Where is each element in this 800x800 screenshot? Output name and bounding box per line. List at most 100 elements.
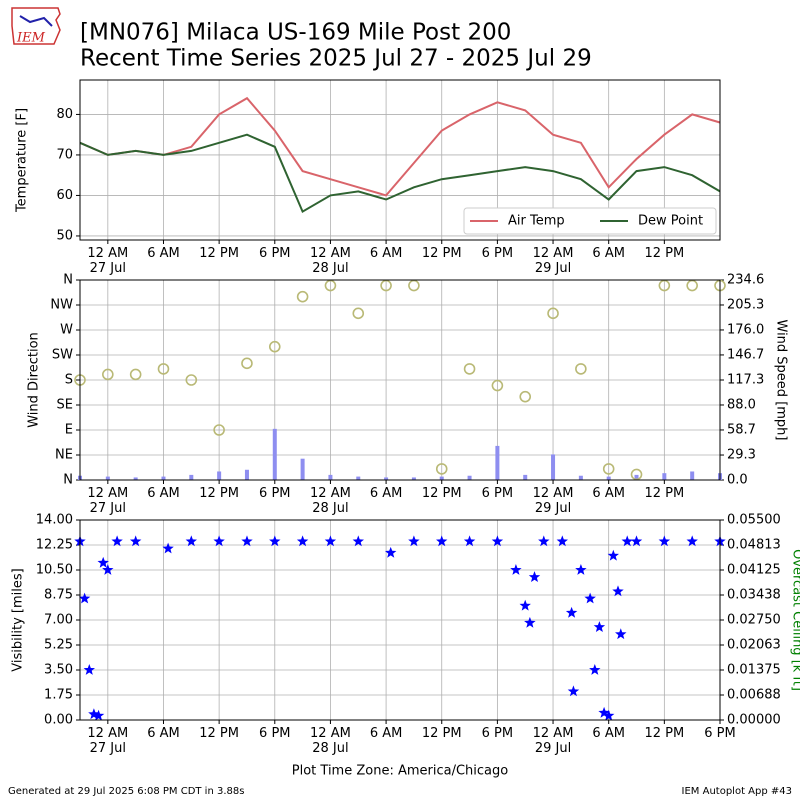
point <box>463 363 476 375</box>
bar <box>384 477 389 480</box>
point <box>575 564 587 575</box>
point <box>519 599 531 611</box>
bar <box>634 474 639 480</box>
point <box>593 621 606 632</box>
point <box>111 535 123 547</box>
x-tick-label: 12 AM 28 Jul <box>310 246 351 276</box>
legend-box <box>463 207 717 235</box>
y2-tick-label: 0.03438 <box>727 588 781 603</box>
y-tick-label: W <box>60 323 73 338</box>
x-tick-label: 12 PM <box>421 246 462 261</box>
panel: N NE E SE S SW W NW N 0.0 29.3 58.7 88.0 117.3 146.7 17… <box>27 273 789 488</box>
subtitle: Recent Time Series 2025 Jul 27 - 2025 Ju… <box>80 46 592 72</box>
point <box>621 535 633 547</box>
series <box>74 279 726 481</box>
point <box>547 307 559 320</box>
point <box>296 290 309 303</box>
point <box>88 708 100 720</box>
y-tick-label: 60 <box>56 188 73 203</box>
point <box>589 664 601 675</box>
bar <box>551 454 556 480</box>
bar <box>578 475 583 480</box>
x-tick-label: 12 PM <box>199 246 239 261</box>
x-axis-label: Plot Time Zone: America/Chicago <box>292 764 508 779</box>
x-tick-label: 6 AM <box>369 246 403 261</box>
point <box>658 535 671 547</box>
point <box>436 535 448 547</box>
bar <box>133 477 138 480</box>
y-tick-label: SE <box>57 398 73 413</box>
x-tick-label: 12 AM 28 Jul <box>310 726 351 756</box>
logo-line <box>19 15 53 27</box>
x-tick-label: 6 PM <box>259 246 291 261</box>
point <box>408 535 420 547</box>
point <box>97 556 109 568</box>
bar <box>495 445 500 480</box>
legend: Air Temp Dew Point <box>463 207 717 235</box>
bar <box>161 476 166 480</box>
logo-shape <box>11 7 61 45</box>
panel: 50 60 70 80 Temperature [F] Air Temp Dew Point <box>15 79 721 244</box>
y2-tick-label: 0.00688 <box>727 688 781 703</box>
x-tick-label: 12 AM 29 Jul <box>532 246 574 276</box>
x-tick-label: 6 PM <box>259 486 291 501</box>
point <box>686 279 698 292</box>
point <box>510 564 522 575</box>
y2-tick-label: 146.7 <box>727 347 764 362</box>
point <box>528 571 541 582</box>
point <box>584 592 596 604</box>
point <box>185 374 198 386</box>
point <box>102 368 114 381</box>
point <box>92 709 105 721</box>
logo: IEM <box>11 7 61 46</box>
point <box>615 628 627 640</box>
y-tick-label: 14.00 <box>36 513 73 528</box>
point <box>385 546 397 558</box>
y-tick-label: 80 <box>56 107 73 122</box>
point <box>686 535 698 547</box>
y-axis-label: Wind Direction <box>27 332 42 428</box>
x-tick-label: 12 AM 29 Jul <box>532 726 574 756</box>
bar <box>217 471 222 480</box>
x-tick-label: 6 AM <box>592 726 625 741</box>
bar <box>690 471 695 480</box>
point <box>102 564 114 575</box>
y2-tick-label: 117.3 <box>727 373 764 388</box>
y2-tick-label: 0.00000 <box>727 713 781 728</box>
frame <box>79 279 721 481</box>
point <box>491 379 504 392</box>
x-tick-label: 6 PM <box>259 726 291 741</box>
y-axis-label: Visibility [miles] <box>11 568 26 671</box>
x-tick-label: 12 PM <box>421 486 462 501</box>
frame <box>79 519 721 721</box>
point <box>213 424 225 436</box>
point <box>565 606 578 618</box>
point <box>78 592 91 604</box>
y2-tick-label: 234.6 <box>727 273 764 288</box>
x-tick-label: 6 PM <box>481 726 514 741</box>
y2-tick-label: 205.3 <box>727 297 764 312</box>
x-tick-label: 6 AM <box>592 486 625 501</box>
bar <box>606 476 611 480</box>
point <box>129 368 142 381</box>
bar <box>356 476 361 480</box>
y2-tick-label: 0.02750 <box>727 613 781 628</box>
point <box>380 279 392 292</box>
point <box>296 535 309 547</box>
bar <box>189 474 194 480</box>
bar <box>467 475 472 480</box>
y2-tick-label: 0.01375 <box>727 663 781 678</box>
x-tick-label: 12 PM <box>421 726 462 741</box>
x-tick-label: 6 PM <box>704 726 736 741</box>
x-tick-label: 12 PM <box>199 486 239 501</box>
footer-right: IEM Autoplot App #43 <box>682 786 792 797</box>
bar <box>439 476 444 480</box>
bar <box>300 458 305 480</box>
line <box>79 96 721 197</box>
y-tick-label: SW <box>52 348 73 363</box>
bar <box>662 473 667 480</box>
y-tick-label: S <box>65 373 73 388</box>
point <box>324 279 337 292</box>
